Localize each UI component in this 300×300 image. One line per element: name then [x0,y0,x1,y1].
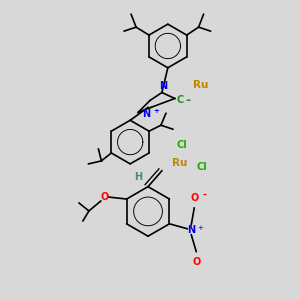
Text: N: N [187,225,195,235]
Text: +: + [153,108,159,114]
Text: N: N [159,81,167,91]
Text: O: O [192,256,200,266]
Text: -: - [202,190,206,200]
Text: Ru: Ru [193,80,208,90]
Text: Ru: Ru [172,158,188,168]
Text: O: O [100,192,109,202]
Text: H: H [134,172,142,182]
Text: Cl: Cl [176,140,187,150]
Text: C: C [177,95,184,106]
Text: O: O [190,193,198,203]
Text: -: - [186,94,191,107]
Text: Cl: Cl [196,162,207,172]
Text: +: + [197,225,203,231]
Text: N: N [142,110,150,119]
